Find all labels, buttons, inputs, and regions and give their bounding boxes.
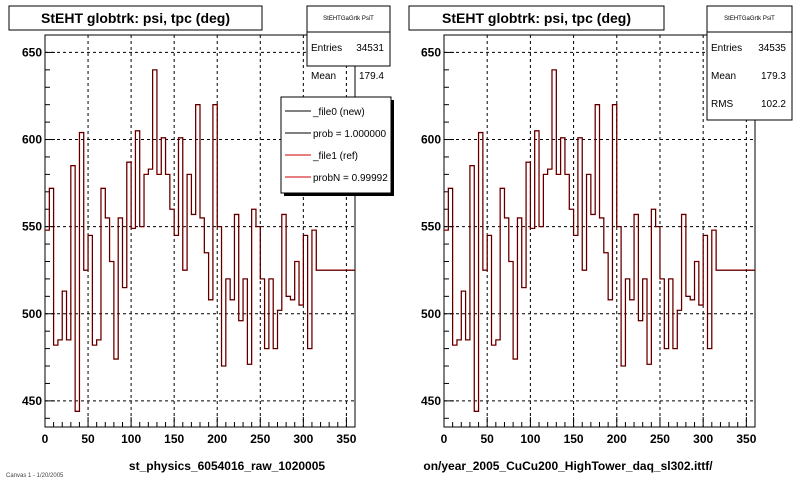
x-tick-label: 100 <box>520 432 540 446</box>
histogram-series-new <box>444 69 755 412</box>
y-tick-label: 600 <box>421 133 441 147</box>
x-tick-label: 350 <box>736 432 756 446</box>
stats-name: StEHTGaGrtk PsiT <box>323 16 374 22</box>
x-tick-label: 350 <box>336 432 356 446</box>
stats-label: Mean <box>311 71 336 82</box>
x-tick-label: 300 <box>693 432 713 446</box>
histogram-panel-2: 0 50 100 150 200 250 300 350 450 500 550 600 650 StEH… <box>408 5 793 473</box>
y-tick-label: 650 <box>421 45 441 59</box>
legend-entry: prob = 1.000000 <box>313 129 387 140</box>
histogram-title: StEHT globtrk: psi, tpc (deg) <box>41 10 230 26</box>
stats-box <box>306 5 391 67</box>
y-tick-label: 450 <box>22 394 42 408</box>
x-tick-label: 250 <box>650 432 670 446</box>
stats-label: RMS <box>711 99 734 110</box>
canvas-footnote: Canvas 1 - 1/20/2005 <box>6 473 64 479</box>
stats-value: 34531 <box>356 43 384 54</box>
histogram-series-new <box>45 69 355 412</box>
title-box <box>408 5 665 31</box>
stats-value: 102.2 <box>761 99 786 110</box>
y-tick-label: 650 <box>22 45 42 59</box>
grid-lines <box>444 35 755 427</box>
y-tick-label: 450 <box>421 394 441 408</box>
stats-value: 34535 <box>758 43 786 54</box>
plot-frame <box>44 34 356 428</box>
stats-name: StEHTGaGrtk PsiT <box>724 16 775 22</box>
y-tick-label: 600 <box>22 133 42 147</box>
x-tick-label: 200 <box>607 432 627 446</box>
file-footer: st_physics_6054016_raw_1020005 <box>129 459 325 473</box>
x-tick-label: 0 <box>441 432 448 446</box>
x-tick-label: 50 <box>481 432 495 446</box>
y-tick-label: 550 <box>421 220 441 234</box>
legend-entry: _file0 (new) <box>312 107 365 118</box>
x-tick-label: 300 <box>293 432 313 446</box>
stats-value: 179.4 <box>359 71 384 82</box>
x-tick-label: 0 <box>42 432 49 446</box>
y-tick-label: 500 <box>421 307 441 321</box>
x-tick-label: 50 <box>81 432 95 446</box>
histogram-title: StEHT globtrk: psi, tpc (deg) <box>442 10 631 26</box>
legend-entry: probN = 0.99992 <box>313 173 388 184</box>
y-tick-label: 550 <box>22 220 42 234</box>
grid-lines <box>45 35 355 427</box>
x-tick-label: 250 <box>250 432 270 446</box>
histogram-panel-1: 0 50 100 150 200 250 300 350 450 500 550 600 650 StEH… <box>8 5 394 473</box>
stats-value: 179.3 <box>761 71 786 82</box>
x-tick-label: 150 <box>564 432 584 446</box>
title-box <box>8 5 263 31</box>
x-tick-label: 200 <box>207 432 227 446</box>
x-tick-label: 100 <box>121 432 141 446</box>
x-tick-label: 150 <box>164 432 184 446</box>
y-tick-label: 500 <box>22 307 42 321</box>
stats-label: Entries <box>311 43 342 54</box>
stats-label: Mean <box>711 71 736 82</box>
stats-box <box>706 5 793 121</box>
file-footer: on/year_2005_CuCu200_HighTower_daq_sl302… <box>423 459 713 473</box>
stats-label: Entries <box>711 43 742 54</box>
legend-entry: _file1 (ref) <box>312 151 358 162</box>
